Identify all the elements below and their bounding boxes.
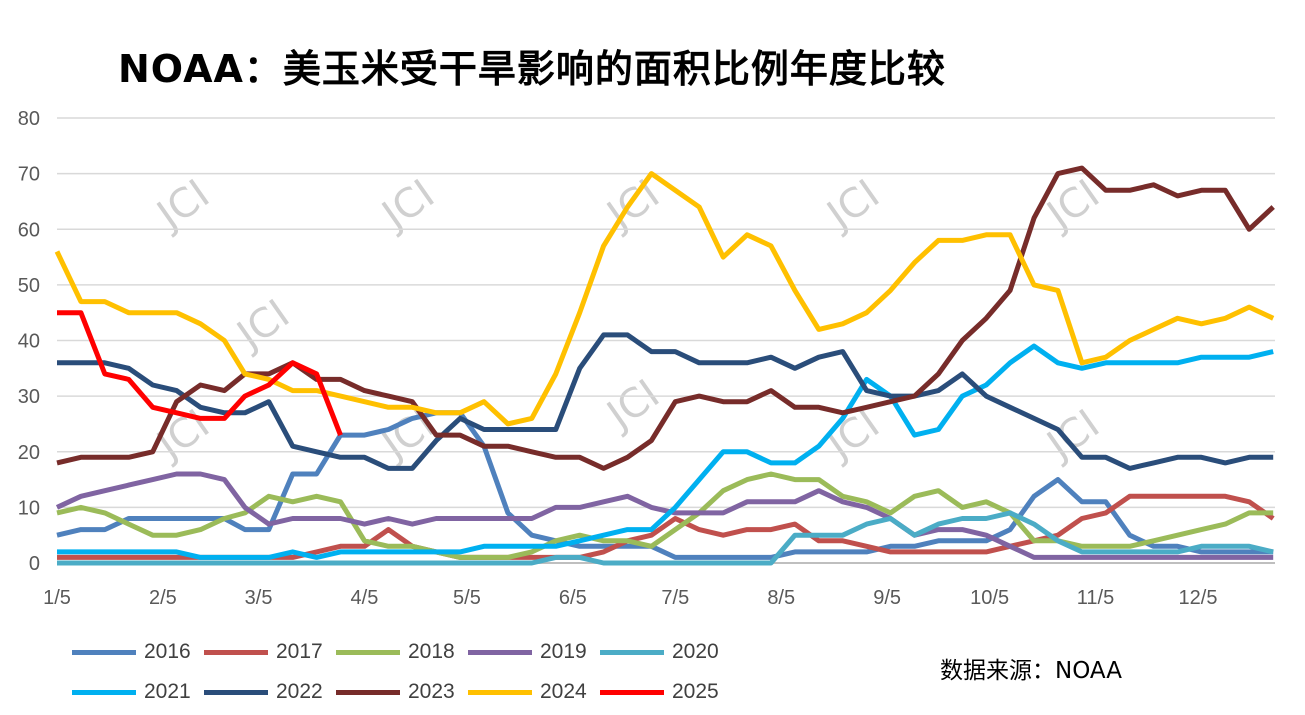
series-line-2021 (57, 343, 1274, 560)
y-tick-label: 40 (18, 331, 40, 353)
x-tick-label: 9/5 (873, 587, 901, 609)
source-note: 数据来源：NOAA (940, 658, 1123, 684)
y-axis-ticks: 0 10 20 30 40 50 60 70 80 (18, 108, 40, 575)
series-line-2024 (54, 171, 1275, 427)
y-tick-label: 80 (18, 108, 40, 130)
series-line-2020 (57, 510, 1274, 566)
x-tick-label: 11/5 (1077, 587, 1114, 609)
y-tick-label: 20 (18, 442, 40, 464)
y-tick-label: 60 (18, 219, 40, 241)
x-tick-label: 6/5 (559, 587, 587, 609)
x-tick-label: 10/5 (970, 587, 1009, 609)
x-axis-ticks: 1/5 2/5 3/5 4/5 5/5 6/5 7/5 8/5 9/5 10/5 11/5 12/5 (43, 587, 1217, 609)
chart-title: NOAA：美玉米受干旱影响的面积比例年度比较 (118, 47, 946, 91)
series-line-2023 (56, 165, 1275, 471)
y-tick-label: 50 (18, 275, 40, 297)
series-line-2018 (56, 471, 1274, 560)
y-tick-label: 70 (18, 164, 40, 186)
x-tick-label: 1/5 (43, 587, 71, 609)
series-line-2025 (57, 310, 343, 437)
series-line-2019 (55, 471, 1274, 560)
x-tick-label: 2/5 (149, 587, 177, 609)
x-tick-label: 3/5 (245, 587, 273, 609)
x-tick-label: 12/5 (1179, 587, 1218, 609)
x-tick-label: 4/5 (351, 587, 379, 609)
series-line-2022 (57, 332, 1274, 471)
y-tick-label: 30 (18, 386, 40, 408)
series-lines (54, 165, 1275, 566)
watermark-jci: JCI (227, 291, 298, 360)
y-tick-label: 0 (29, 553, 40, 575)
series-line-2016 (56, 410, 1274, 560)
x-tick-label: 5/5 (453, 587, 481, 609)
x-tick-label: 7/5 (661, 587, 689, 609)
x-tick-label: 8/5 (767, 587, 795, 609)
y-tick-label: 10 (18, 497, 40, 519)
